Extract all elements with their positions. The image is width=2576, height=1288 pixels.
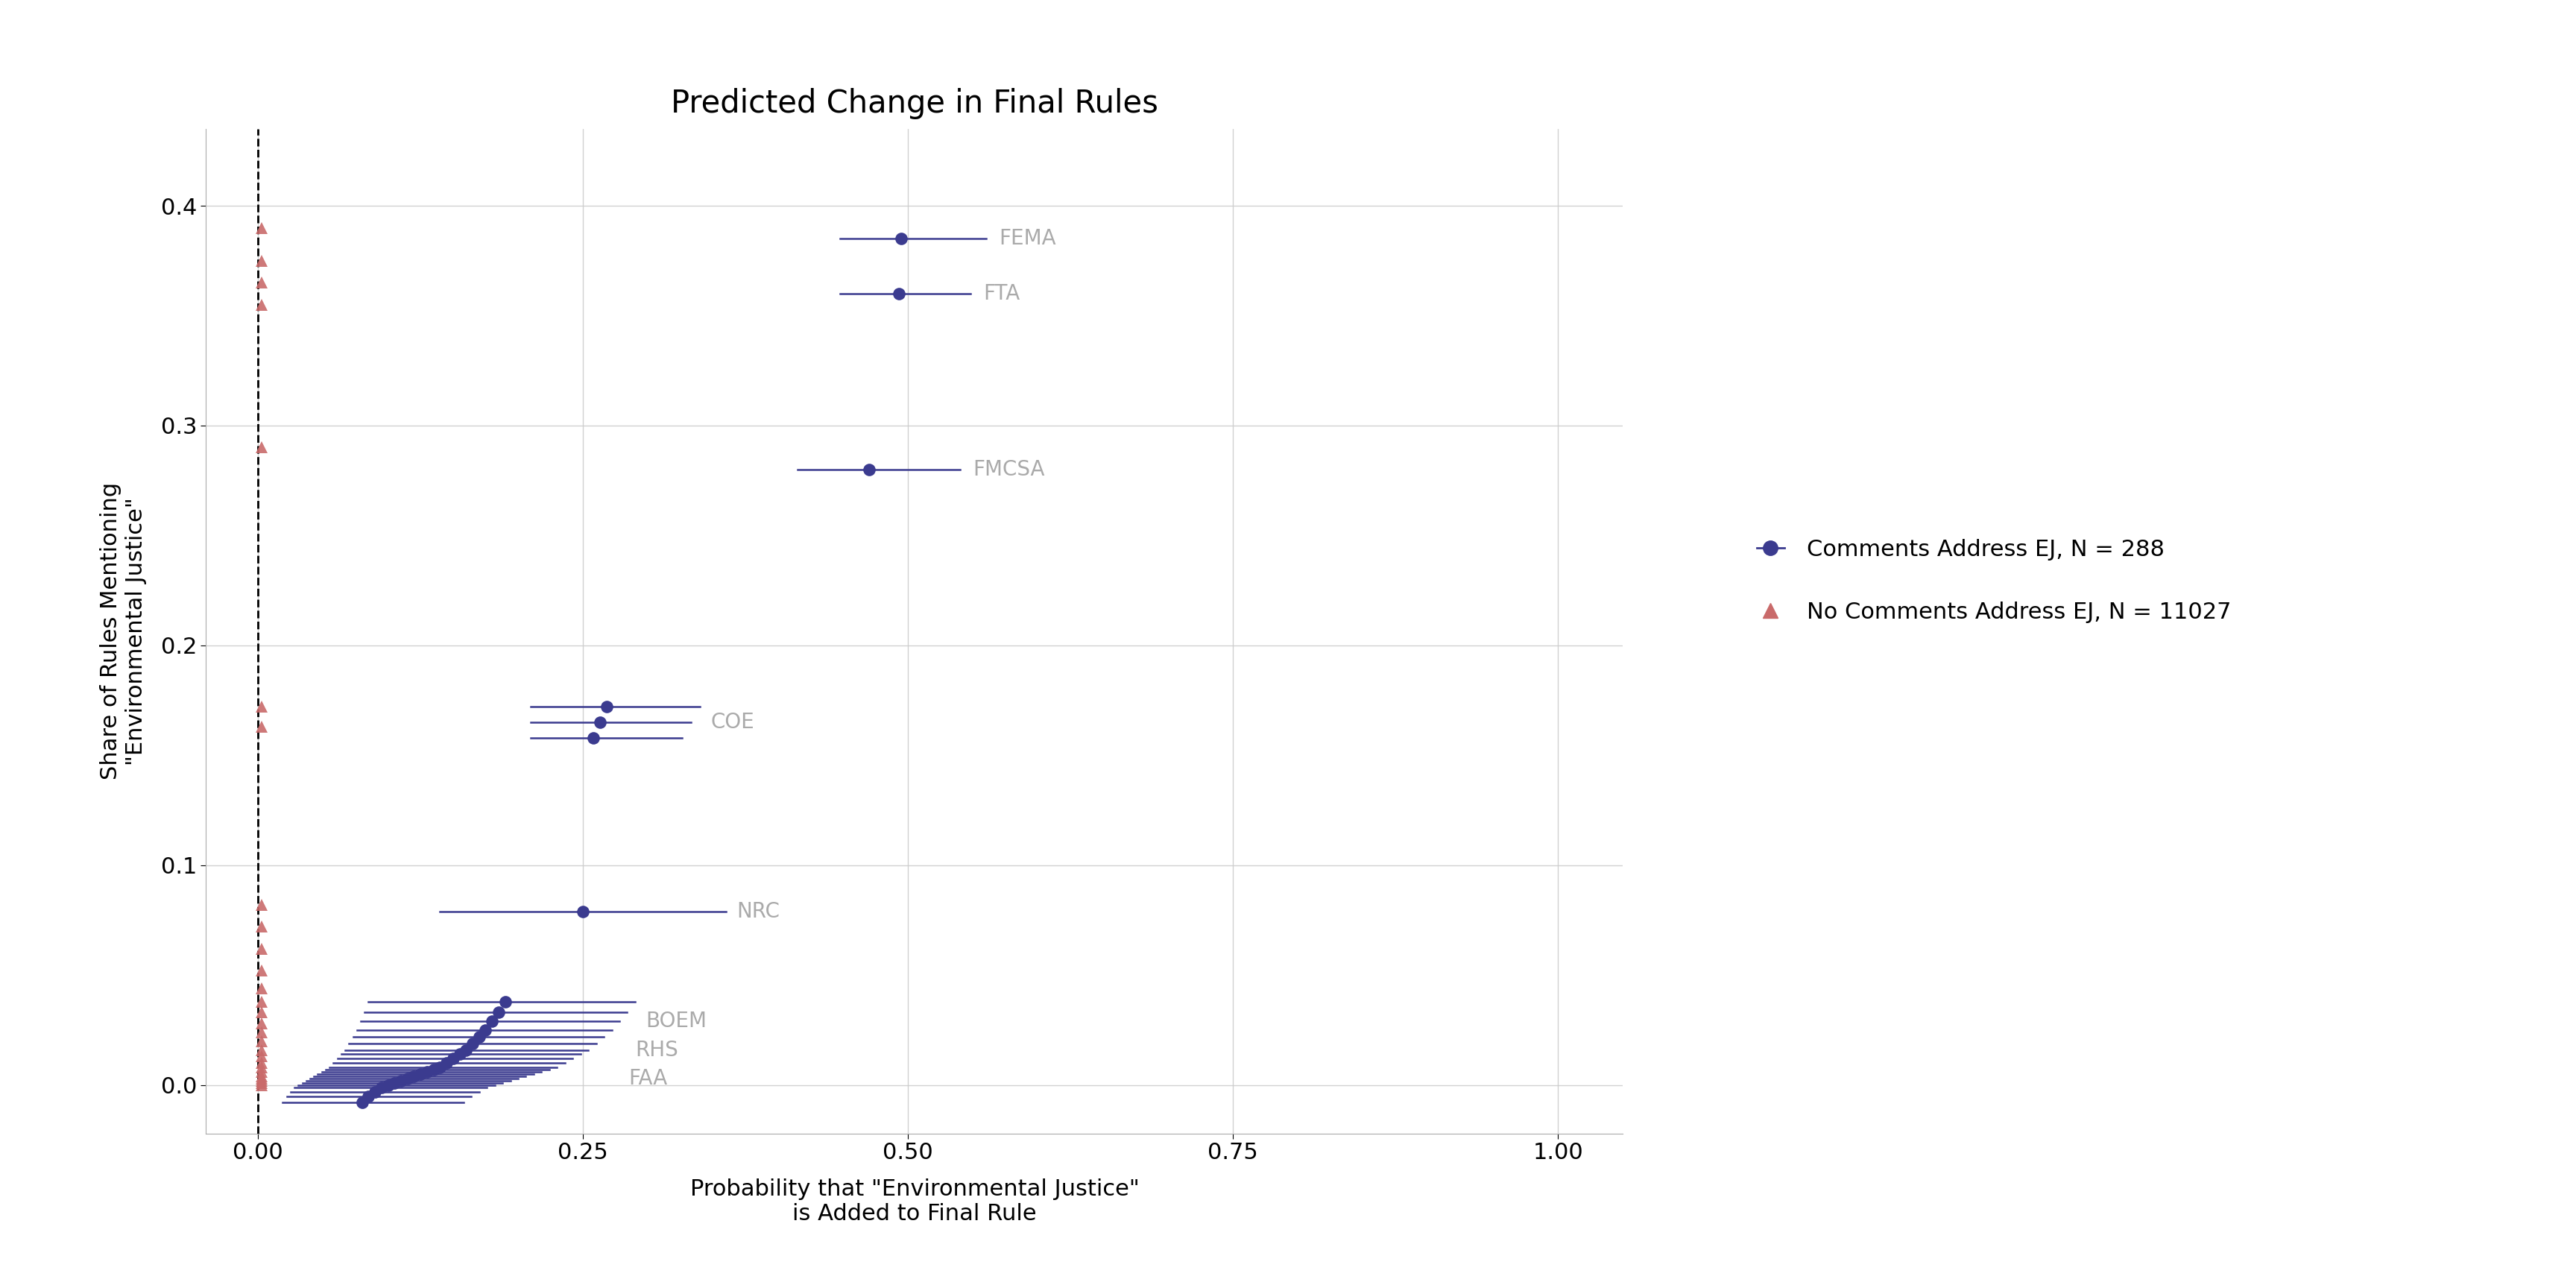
- Text: RHS: RHS: [636, 1039, 677, 1060]
- Text: FEMA: FEMA: [999, 228, 1056, 249]
- Text: FTA: FTA: [984, 283, 1020, 304]
- Y-axis label: Share of Rules Mentioning
"Environmental Justice": Share of Rules Mentioning "Environmental…: [100, 483, 147, 779]
- Text: BOEM: BOEM: [647, 1011, 706, 1032]
- Text: FAA: FAA: [629, 1068, 667, 1088]
- Legend: Comments Address EJ, N = 288, No Comments Address EJ, N = 11027: Comments Address EJ, N = 288, No Comment…: [1747, 529, 2241, 632]
- X-axis label: Probability that "Environmental Justice"
is Added to Final Rule: Probability that "Environmental Justice"…: [690, 1179, 1139, 1225]
- Text: NRC: NRC: [737, 902, 781, 922]
- Title: Predicted Change in Final Rules: Predicted Change in Final Rules: [670, 88, 1159, 118]
- Text: COE: COE: [711, 712, 755, 733]
- Text: FMCSA: FMCSA: [974, 459, 1046, 480]
